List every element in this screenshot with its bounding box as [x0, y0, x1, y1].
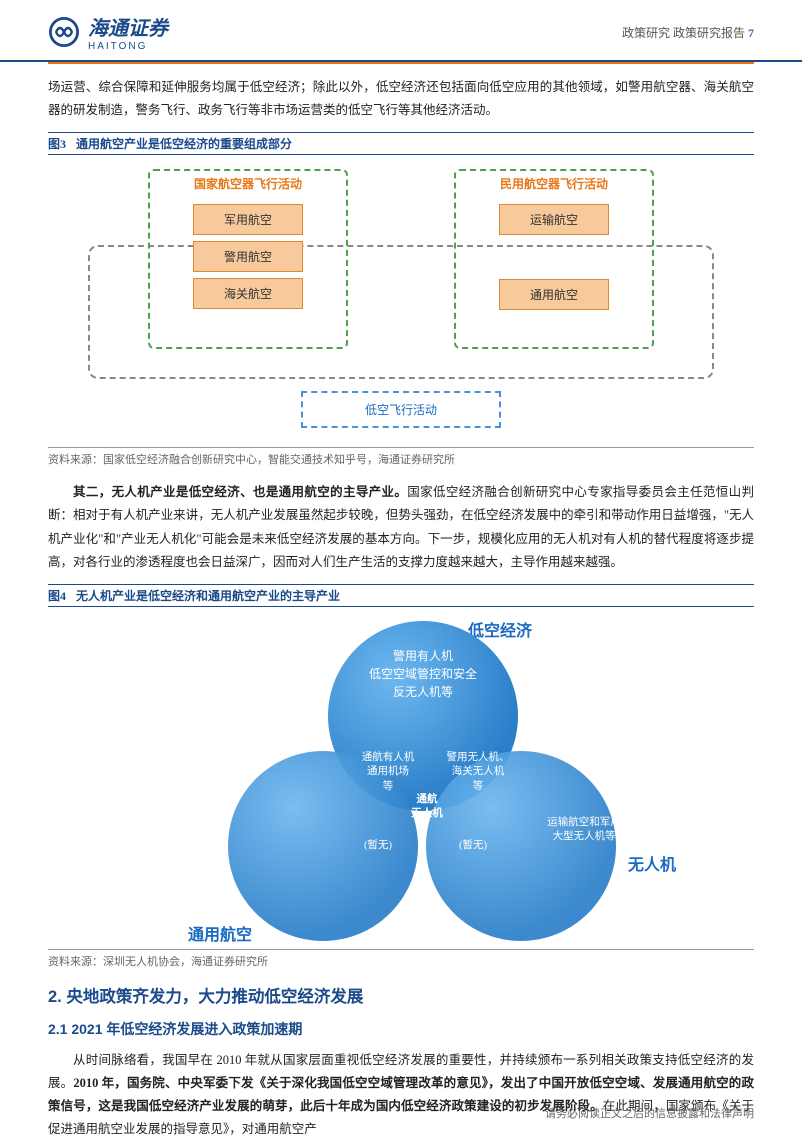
- fig3-source: 资料来源：国家低空经济融合创新研究中心，智能交通技术知乎号，海通证券研究所: [48, 447, 754, 467]
- fig4-title: 无人机产业是低空经济和通用航空产业的主导产业: [76, 587, 340, 604]
- fig3-node: 运输航空: [499, 204, 609, 235]
- venn-overlap-center: 通航无人机: [402, 793, 452, 822]
- para-top: 场运营、综合保障和延伸服务均属于低空经济；除此以外，低空经济还包括面向低空应用的…: [48, 76, 754, 122]
- fig3-right-group-label: 民用航空器飞行活动: [456, 171, 652, 198]
- fig3-node: 海关航空: [193, 278, 303, 309]
- page-number: 7: [748, 26, 754, 40]
- fig4-num: 图4: [48, 587, 66, 604]
- section-2-1-para: 从时间脉络看，我国早在 2010 年就从国家层面重视低空经济发展的重要性，并持续…: [48, 1049, 754, 1141]
- venn-overlap-br: (暂无): [448, 839, 498, 854]
- page-header: 海通证券 HAITONG 政策研究 政策研究报告 7: [0, 0, 802, 62]
- fig3-node: 通用航空: [499, 279, 609, 310]
- fig3-diagram: 国家航空器飞行活动 军用航空 警用航空 海关航空 民用航空器飞行活动 运输航空 …: [58, 169, 744, 439]
- fig3-bottom-node: 低空飞行活动: [301, 391, 501, 428]
- venn-right-only: 运输航空和军用大型无人机等: [534, 816, 634, 845]
- page-footer: 请务必阅读正文之后的信息披露和法律声明: [545, 1105, 754, 1121]
- para-mid-lead: 其二，无人机产业是低空经济、也是通用航空的主导产业。: [73, 485, 407, 499]
- fig3-node: 军用航空: [193, 204, 303, 235]
- logo-block: 海通证券 HAITONG: [48, 12, 168, 52]
- venn-top-inner: 警用有人机低空空域管控和安全反无人机等: [369, 647, 477, 701]
- page-content: 场运营、综合保障和延伸服务均属于低空经济；除此以外，低空经济还包括面向低空应用的…: [0, 64, 802, 1141]
- fig4-diagram: 低空经济 警用有人机低空空域管控和安全反无人机等 通航有人机通用机场等 警用无人…: [58, 621, 744, 941]
- venn-bl-label: 通用航空: [188, 921, 252, 945]
- haitong-logo-icon: [48, 16, 80, 48]
- venn-top-label: 低空经济: [468, 617, 532, 641]
- venn-overlap-tr: 警用无人机、海关无人机等: [438, 751, 518, 795]
- venn-br-label: 无人机: [628, 851, 676, 875]
- spacer: [456, 241, 652, 273]
- fig4-container: 低空经济 警用有人机低空空域管控和安全反无人机等 通航有人机通用机场等 警用无人…: [48, 607, 754, 949]
- header-right: 政策研究 政策研究报告 7: [622, 24, 754, 41]
- fig3-container: 国家航空器飞行活动 军用航空 警用航空 海关航空 民用航空器飞行活动 运输航空 …: [48, 155, 754, 447]
- fig4-source: 资料来源：深圳无人机协会，海通证券研究所: [48, 949, 754, 969]
- fig3-num: 图3: [48, 135, 66, 152]
- logo-text: 海通证券 HAITONG: [88, 12, 168, 52]
- section-2-1-heading: 2.1 2021 年低空经济发展进入政策加速期: [48, 1019, 754, 1039]
- para-mid: 其二，无人机产业是低空经济、也是通用航空的主导产业。国家低空经济融合创新研究中心…: [48, 481, 754, 574]
- fig3-title: 通用航空产业是低空经济的重要组成部分: [76, 135, 292, 152]
- doc-category: 政策研究 政策研究报告: [622, 26, 745, 40]
- logo-en: HAITONG: [88, 41, 168, 52]
- fig3-node: 警用航空: [193, 241, 303, 272]
- fig3-left-group-label: 国家航空器飞行活动: [150, 171, 346, 198]
- fig4-title-bar: 图4 无人机产业是低空经济和通用航空产业的主导产业: [48, 584, 754, 607]
- fig3-right-group: 民用航空器飞行活动 运输航空 通用航空: [454, 169, 654, 349]
- fig3-title-bar: 图3 通用航空产业是低空经济的重要组成部分: [48, 132, 754, 155]
- venn-overlap-tl: 通航有人机通用机场等: [353, 751, 423, 795]
- section-2-heading: 2. 央地政策齐发力，大力推动低空经济发展: [48, 983, 754, 1007]
- fig3-left-group: 国家航空器飞行活动 军用航空 警用航空 海关航空: [148, 169, 348, 349]
- venn-overlap-bl: (暂无): [353, 839, 403, 854]
- logo-cn: 海通证券: [88, 12, 168, 41]
